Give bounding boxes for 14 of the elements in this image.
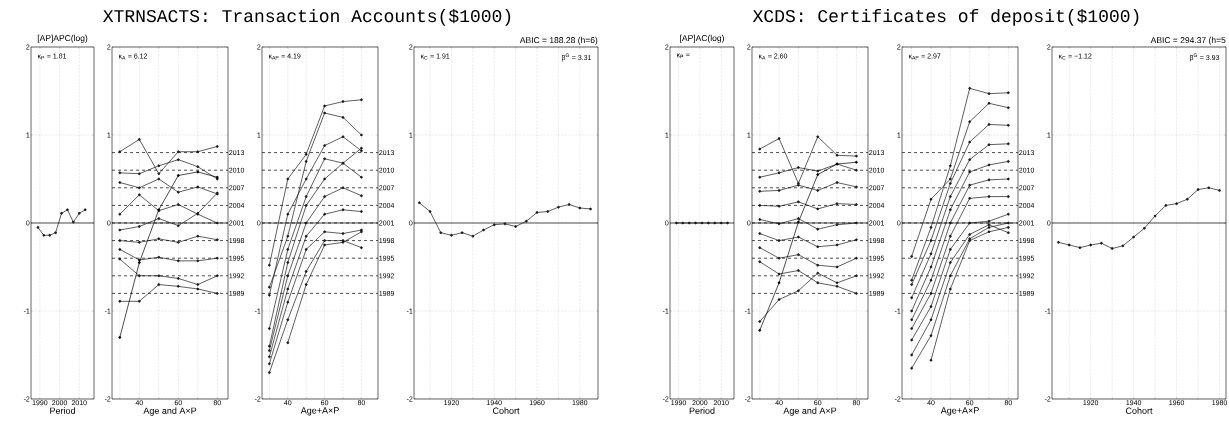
x-axis-title: Period [50, 407, 75, 414]
x-axis-title: Cohort [492, 407, 520, 414]
x-axis-title: Age and A×P [783, 407, 837, 416]
x-axis-title: Age+A×P [940, 407, 979, 416]
x-axis-title: Age and A×P [143, 407, 197, 416]
x-axis-title: Period [689, 407, 715, 414]
chart-title: XCDS: Certificates of deposit($1000) [752, 8, 1139, 26]
text: ABIC = 188.28 (h=6) [519, 36, 598, 45]
text: ABIC = 294.37 (h=5 [1150, 36, 1226, 45]
y-axis-title: [AP]APC(log) [37, 34, 88, 43]
x-axis-title: Cohort [1125, 407, 1153, 414]
chart-title: XTRNSACTS: Transaction Accounts($1000) [103, 8, 511, 26]
x-axis-title: Age+A×P [300, 407, 339, 416]
y-axis-title: [AP]AC(log) [680, 34, 724, 43]
